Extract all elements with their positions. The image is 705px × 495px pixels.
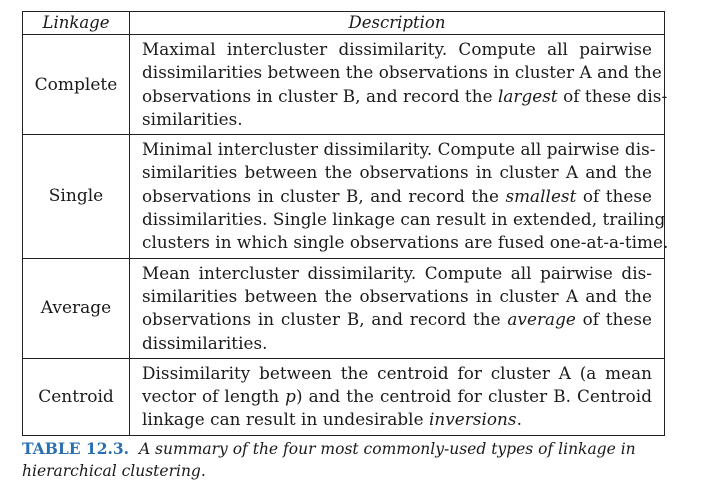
description-text: dissimilarities. Single linkage can resu… — [142, 209, 666, 230]
description-line: similarities between the observations in… — [142, 285, 652, 308]
description-line: Minimal intercluster dissimilarity. Comp… — [142, 138, 655, 161]
description-line: Dissimilarity between the centroid for c… — [142, 362, 652, 385]
linkage-description: Dissimilarity between the centroid for c… — [129, 357, 665, 436]
linkage-table-container: Linkage Description Complete Maximal inte… — [22, 11, 668, 436]
linkage-description: Maximal intercluster dissimilarity. Comp… — [129, 33, 667, 136]
description-line: linkage can result in undesirable invers… — [142, 408, 652, 431]
linkage-table: Linkage Description Complete Maximal inte… — [22, 11, 668, 436]
linkage-name: Single — [22, 134, 130, 259]
description-line: observations in cluster B, and record th… — [142, 308, 652, 331]
description-text: dissimilarities between the observations… — [142, 62, 662, 83]
description-text: of these — [576, 185, 652, 206]
emphasized-term: smallest — [505, 185, 577, 206]
description-text: clusters in which single observations ar… — [142, 232, 669, 253]
description-text: Minimal intercluster dissimilarity. Comp… — [142, 139, 656, 160]
caption-label: TABLE 12.3. — [22, 439, 130, 458]
description-text: of these — [575, 309, 652, 330]
description-line: observations in cluster B, and record th… — [142, 85, 667, 108]
description-line: dissimilarities. — [142, 332, 652, 355]
description-text: Dissimilarity between the centroid for c… — [142, 362, 652, 383]
linkage-description: Minimal intercluster dissimilarity. Comp… — [129, 134, 668, 259]
linkage-name: Average — [22, 257, 130, 359]
description-text: vector of length — [142, 386, 286, 407]
header-linkage: Linkage — [22, 11, 130, 35]
description-text: similarities. — [142, 108, 243, 129]
description-text: observations in cluster B, and record th… — [142, 309, 508, 330]
description-text: similarities between the observations in… — [142, 162, 652, 183]
description-text: observations in cluster B, and record th… — [142, 85, 498, 106]
emphasized-term: p — [285, 386, 296, 407]
description-line: observations in cluster B, and record th… — [142, 185, 652, 208]
description-text: dissimilarities. — [142, 332, 268, 353]
description-text: ) and the centroid for cluster B. Centro… — [295, 386, 652, 407]
linkage-name: Complete — [22, 33, 130, 136]
description-line: Maximal intercluster dissimilarity. Comp… — [142, 38, 652, 61]
description-text: observations in cluster B, and record th… — [142, 185, 506, 206]
description-line: dissimilarities. Single linkage can resu… — [142, 208, 665, 231]
table-caption: TABLE 12.3. A summary of the four most c… — [22, 438, 667, 482]
header-description: Description — [129, 11, 665, 35]
description-line: dissimilarities between the observations… — [142, 61, 662, 84]
table-row: Centroid Dissimilarity between the centro… — [22, 357, 665, 436]
description-line: Mean intercluster dissimilarity. Compute… — [142, 262, 652, 285]
table-header-row: Linkage Description — [22, 11, 665, 35]
description-line: vector of length p) and the centroid for… — [142, 385, 652, 408]
emphasized-term: largest — [497, 85, 558, 106]
emphasized-term: inversions — [428, 409, 517, 430]
emphasized-term: average — [507, 309, 576, 330]
description-line: clusters in which single observations ar… — [142, 231, 668, 254]
description-line: similarities between the observations in… — [142, 161, 652, 184]
description-text: Maximal intercluster dissimilarity. Comp… — [142, 39, 652, 59]
description-text: Mean intercluster dissimilarity. Compute… — [142, 262, 652, 283]
table-row: Average Mean intercluster dissimilarity. … — [22, 257, 665, 359]
description-text: of these dis- — [557, 85, 668, 106]
table-row: Single Minimal intercluster dissimilarity… — [22, 134, 668, 259]
description-text: . — [516, 409, 522, 430]
description-text: linkage can result in undesirable — [142, 409, 429, 430]
description-line: similarities. — [142, 108, 652, 131]
table-row: Complete Maximal intercluster dissimilari… — [22, 33, 667, 136]
linkage-description: Mean intercluster dissimilarity. Compute… — [129, 257, 665, 359]
linkage-name: Centroid — [22, 357, 130, 436]
caption-text: A summary of the four most commonly-used… — [22, 440, 636, 480]
description-text: similarities between the observations in… — [142, 285, 652, 306]
